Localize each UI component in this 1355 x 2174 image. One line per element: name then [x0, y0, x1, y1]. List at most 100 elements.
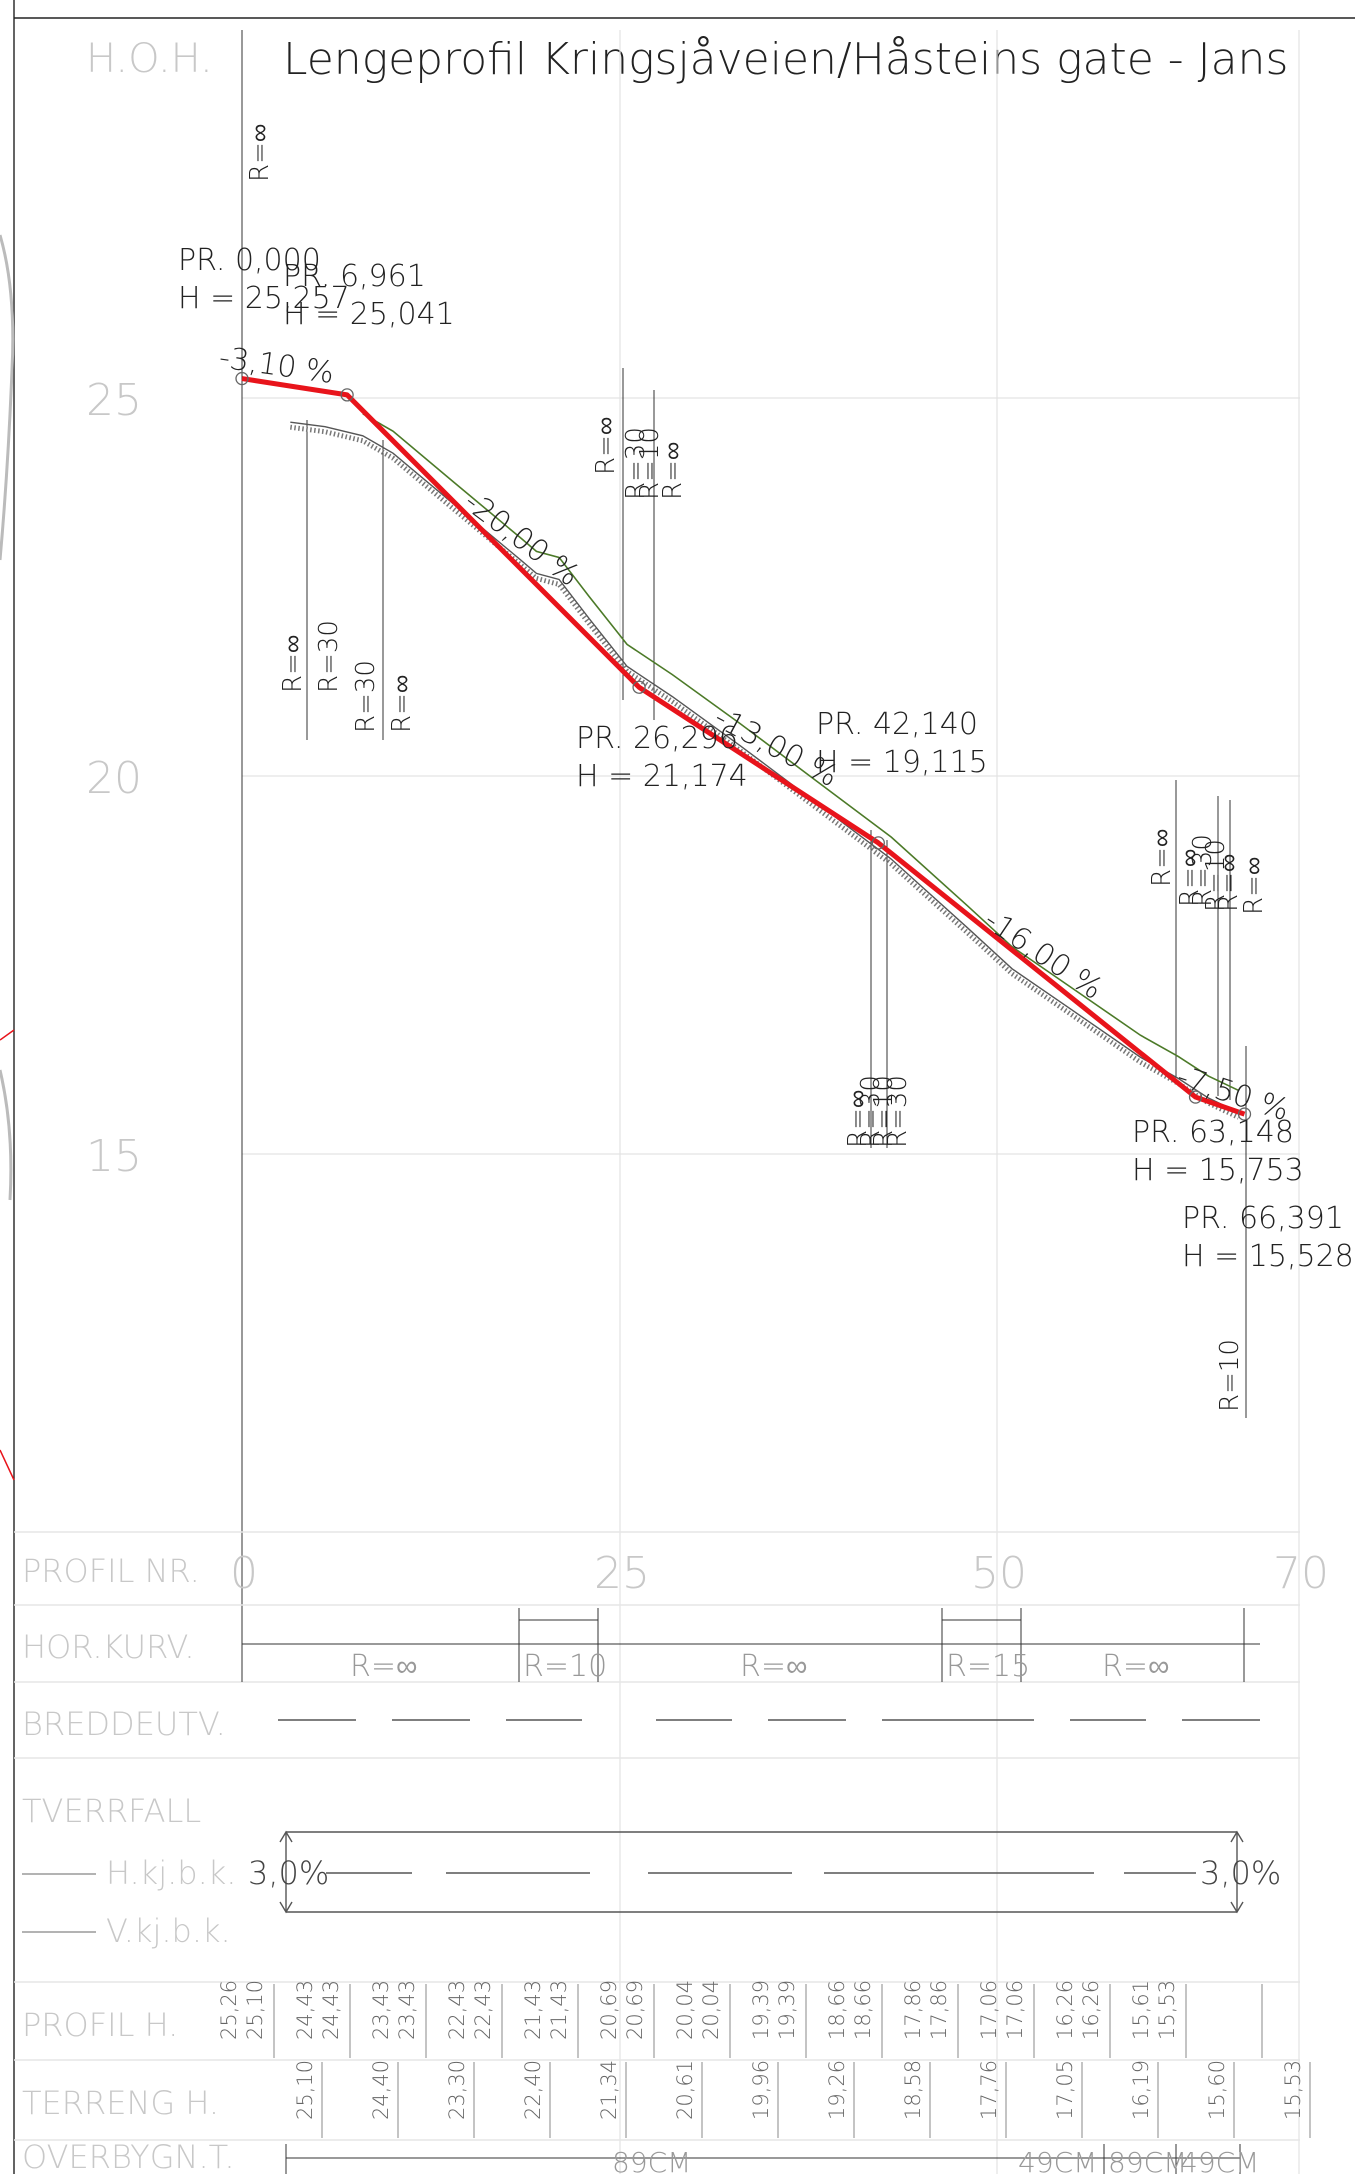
profile-height-value: 20,04 — [699, 1980, 723, 2040]
profile-height-value: 22,43 — [445, 1980, 469, 2040]
profile-grid — [241, 30, 1300, 1610]
subgrade-line — [362, 413, 1239, 1092]
profile-height-value: 18,66 — [851, 1980, 875, 2040]
row-label-terreng-h: TERRENG H. — [22, 2084, 219, 2122]
profile-height-value: 15,61 — [1129, 1980, 1153, 2040]
curve-label: R=∞ — [658, 442, 688, 500]
pavement-depth-row: 89CM 49CM 89CM 49CM — [285, 2144, 1259, 2174]
profile-height-value: 22,43 — [471, 1980, 495, 2040]
terrain-line-dotted — [289, 424, 1240, 1120]
elevation-tick-20: 20 — [86, 753, 142, 804]
curve-label: R=∞ — [1239, 857, 1269, 915]
pavement-depth-value: 49CM — [1018, 2146, 1097, 2174]
chainage-tick-0: 0 — [230, 1548, 258, 1599]
elevation-tick-15: 15 — [86, 1131, 142, 1182]
grade-label: -20,00 % — [457, 484, 586, 593]
chainage-ticks: 0 25 50 70 — [230, 1548, 1329, 1599]
crossfall-arrowheads — [279, 1830, 1244, 1914]
station-pr-label: PR. 66,391 — [1182, 1201, 1344, 1236]
terrain-height-value: 16,19 — [1129, 2060, 1153, 2120]
vertical-curve-labels: R=∞ R=∞ R=30 R=30 R=∞ R=∞ R=30 R=10 R=∞ … — [245, 124, 1269, 1412]
terrain-line — [290, 421, 1239, 1114]
pavement-depth-value: 49CM — [1180, 2146, 1259, 2174]
terrain-height-value: 21,34 — [597, 2060, 621, 2120]
row-label-v-kj: V.kj.b.k. — [106, 1912, 231, 1950]
station-pr-label: PR. 42,140 — [816, 707, 978, 742]
crossfall-value-right: 3,0% — [1200, 1854, 1281, 1892]
terrain-height-value: 25,10 — [293, 2060, 317, 2120]
curve-label: R=∞ — [1175, 849, 1205, 907]
row-label-breddeutv: BREDDEUTV. — [22, 1705, 226, 1743]
curve-label: R=30 — [351, 660, 381, 733]
profile-height-value: 25,10 — [243, 1980, 267, 2040]
station-pr-label: PR. 26,296 — [576, 721, 738, 756]
station-point-marker — [235, 371, 249, 386]
profile-height-value: 20,69 — [597, 1980, 621, 2040]
background-plan-arc-lower — [0, 1069, 13, 1201]
background-plan-arc — [0, 234, 15, 561]
terrain-height-value: 24,40 — [369, 2060, 393, 2120]
terrain-height-row: 25,10 24,40 23,30 22,40 21,34 20,61 19,96 19,26… — [293, 2060, 1311, 2138]
elevation-tick-25: 25 — [86, 375, 142, 426]
terrain-height-value: 18,58 — [901, 2060, 925, 2120]
curve-label: R=30 — [314, 620, 344, 693]
curve-label: R=10 — [1215, 1339, 1245, 1412]
profile-height-value: 24,43 — [319, 1980, 343, 2040]
station-pr-label: PR. 6,961 — [283, 259, 426, 294]
profile-height-value: 21,43 — [547, 1980, 571, 2040]
road-profile-line — [241, 376, 1246, 1117]
terrain-height-value: 17,05 — [1053, 2060, 1077, 2120]
profile-height-value: 16,26 — [1053, 1980, 1077, 2040]
station-h-label: H = 25,041 — [283, 297, 455, 332]
curve-label: R=∞ — [245, 124, 275, 182]
profile-height-value: 17,86 — [927, 1980, 951, 2040]
row-label-h-kj: H.kj.b.k. — [106, 1854, 236, 1892]
row-label-tverrfall: TVERRFALL — [22, 1792, 201, 1830]
terrain-height-value: 23,30 — [445, 2060, 469, 2120]
chainage-tick-70: 70 — [1273, 1548, 1329, 1599]
station-point-marker — [1237, 1107, 1252, 1121]
profile-height-value: 18,66 — [825, 1980, 849, 2040]
curve-label: R=30 — [1188, 834, 1218, 907]
station-point-marker — [632, 680, 646, 694]
station-h-label: H = 19,115 — [816, 745, 988, 780]
crossfall-value-left: 3,0% — [248, 1854, 329, 1892]
background-plan-red-mark — [0, 1029, 15, 1481]
profile-height-value: 19,39 — [775, 1980, 799, 2040]
hor-kurv-value: R=∞ — [740, 1649, 807, 1684]
profile-height-value: 24,43 — [293, 1980, 317, 2040]
station-h-label: H = 21,174 — [576, 759, 748, 794]
hor-kurv-value: R=10 — [523, 1649, 607, 1684]
curve-label: R=∞ — [843, 1090, 873, 1148]
hor-kurv-value: R=∞ — [1102, 1649, 1169, 1684]
profile-height-value: 17,06 — [1003, 1980, 1027, 2040]
horizontal-curve-row: R=∞ R=10 R=∞ R=15 R=∞ — [241, 1608, 1260, 1684]
terrain-height-value: 20,61 — [673, 2060, 697, 2120]
row-label-profil-nr: PROFIL NR. — [22, 1552, 200, 1590]
profile-height-value: 15,53 — [1155, 1980, 1179, 2040]
vertical-curve-markers — [306, 368, 1247, 1418]
station-pr-label: PR. 0,000 — [178, 243, 321, 278]
profile-height-value: 23,43 — [395, 1980, 419, 2040]
profile-height-row: 25,26 25,10 24,43 24,43 23,43 23,43 22,43 22,43… — [217, 1980, 1263, 2058]
curve-label: R=10 — [635, 427, 665, 500]
row-label-overbygn: OVERBYGN.T. — [22, 2138, 235, 2174]
station-h-label: H = 15,528 — [1182, 1239, 1354, 1274]
station-point-marker — [1188, 1090, 1203, 1104]
terrain-height-value: 17,76 — [977, 2060, 1001, 2120]
curve-label: R=∞ — [1214, 854, 1244, 912]
station-pr-label: PR. 63,148 — [1132, 1115, 1294, 1150]
profile-height-value: 21,43 — [521, 1980, 545, 2040]
pavement-depth-value: 89CM — [1108, 2146, 1187, 2174]
curve-label: R=10 — [1201, 839, 1231, 912]
terrain-height-value: 19,26 — [825, 2060, 849, 2120]
curve-label: R=30 — [856, 1075, 886, 1148]
table-row-labels: PROFIL NR. HOR.KURV. BREDDEUTV. TVERRFAL… — [22, 1552, 236, 2174]
station-h-label: H = 15,753 — [1132, 1153, 1304, 1188]
grade-labels: -3,10 % -20,00 % -13,00 % -16,00 % -7,50… — [217, 340, 1293, 1128]
drawing-title: Lengeprofil Kringsjåveien/Håsteins gate … — [283, 34, 1288, 85]
terrain-height-value: 15,53 — [1281, 2060, 1305, 2120]
terrain-height-value: 22,40 — [521, 2060, 545, 2120]
profile-height-value: 16,26 — [1079, 1980, 1103, 2040]
